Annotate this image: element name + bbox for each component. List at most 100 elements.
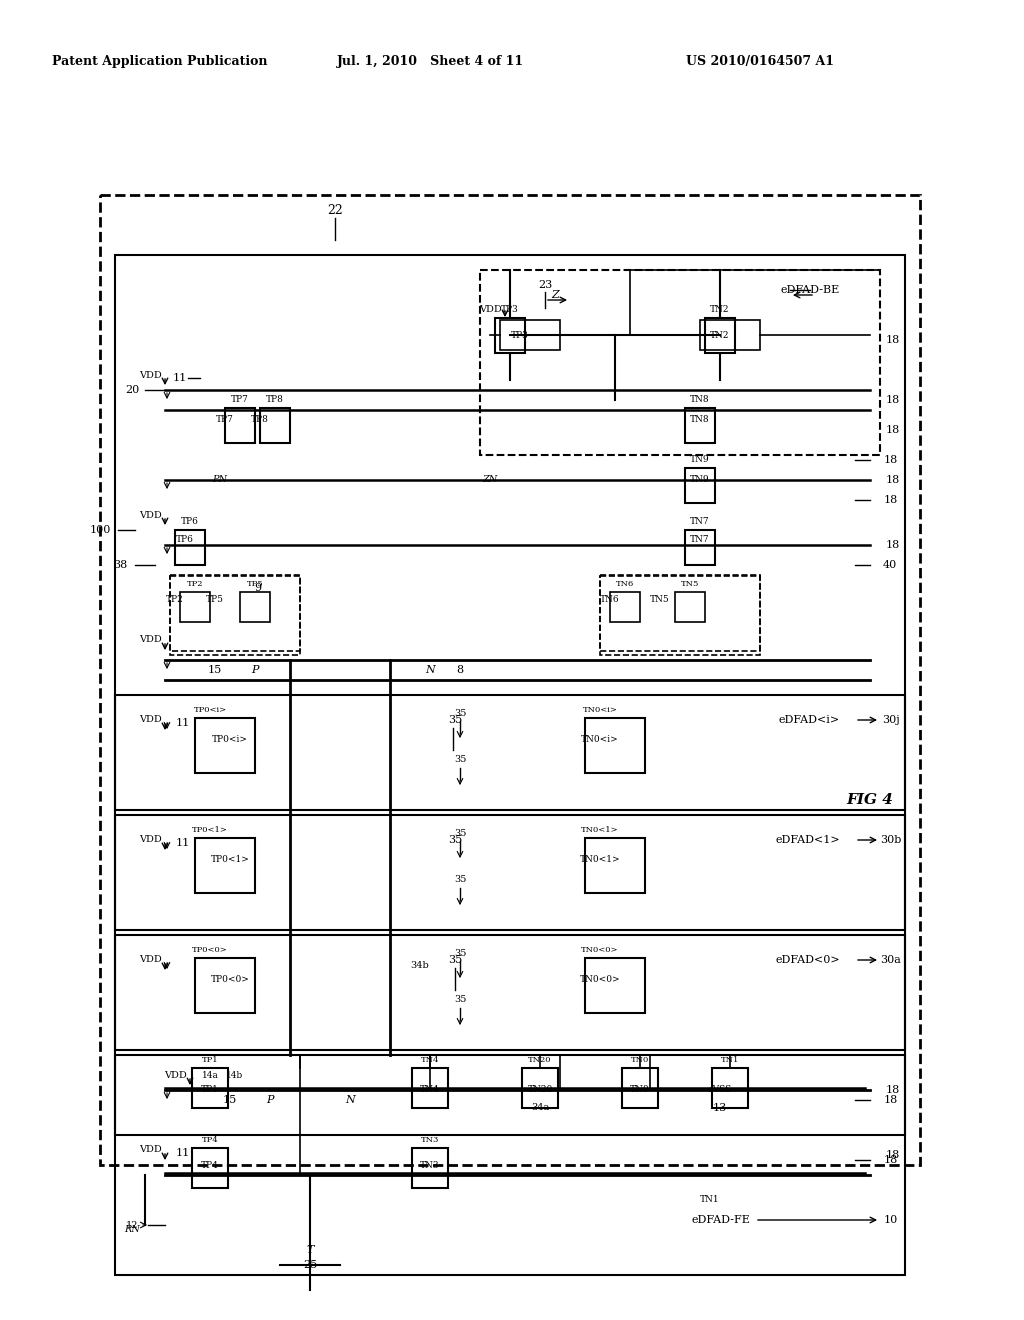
Text: TN3: TN3 bbox=[421, 1137, 439, 1144]
Text: eDFAD<i>: eDFAD<i> bbox=[779, 715, 840, 725]
Text: TP8: TP8 bbox=[266, 396, 284, 404]
Text: eDFAD<1>: eDFAD<1> bbox=[775, 836, 840, 845]
Text: TP0<1>: TP0<1> bbox=[193, 826, 228, 834]
Bar bbox=[585, 838, 645, 894]
Text: 35: 35 bbox=[447, 954, 462, 965]
Text: 30b: 30b bbox=[881, 836, 902, 845]
Bar bbox=[170, 576, 300, 655]
Text: 35: 35 bbox=[454, 949, 466, 957]
Bar bbox=[193, 1148, 228, 1188]
Text: TP5: TP5 bbox=[206, 595, 224, 605]
Text: TP2: TP2 bbox=[166, 595, 184, 605]
Text: FIG 4: FIG 4 bbox=[847, 793, 893, 807]
Text: eDFAD<0>: eDFAD<0> bbox=[775, 954, 840, 965]
Text: TN7: TN7 bbox=[690, 517, 710, 527]
Text: TN9: TN9 bbox=[690, 475, 710, 484]
Text: TN0<1>: TN0<1> bbox=[580, 855, 621, 865]
Text: 11: 11 bbox=[176, 1148, 190, 1158]
Text: eDFAD-FE: eDFAD-FE bbox=[691, 1214, 750, 1225]
Text: VDD: VDD bbox=[478, 305, 502, 314]
Text: Jul. 1, 2010   Sheet 4 of 11: Jul. 1, 2010 Sheet 4 of 11 bbox=[337, 55, 523, 69]
Bar bbox=[675, 591, 705, 622]
Text: TP6: TP6 bbox=[181, 517, 199, 527]
Text: 18: 18 bbox=[886, 395, 900, 405]
Text: P: P bbox=[266, 1096, 273, 1105]
Bar bbox=[115, 814, 905, 931]
Bar bbox=[622, 1068, 658, 1107]
Text: sVSS: sVSS bbox=[709, 1085, 731, 1094]
Bar bbox=[585, 958, 645, 1012]
Text: Patent Application Publication: Patent Application Publication bbox=[52, 55, 267, 69]
Text: TN1: TN1 bbox=[700, 1196, 720, 1204]
Text: TN2: TN2 bbox=[711, 305, 730, 314]
Bar bbox=[195, 718, 255, 774]
Text: TP7: TP7 bbox=[231, 396, 249, 404]
Bar bbox=[700, 319, 760, 350]
Text: 35: 35 bbox=[454, 995, 466, 1005]
Text: TN2: TN2 bbox=[711, 330, 730, 339]
Bar bbox=[522, 1068, 558, 1107]
Text: TN0<0>: TN0<0> bbox=[582, 946, 618, 954]
Text: TN20: TN20 bbox=[528, 1056, 552, 1064]
Bar bbox=[685, 408, 715, 444]
Bar bbox=[240, 591, 270, 622]
Text: 20: 20 bbox=[125, 385, 139, 395]
Text: TN6: TN6 bbox=[615, 579, 634, 587]
Text: TP0<0>: TP0<0> bbox=[193, 946, 228, 954]
Text: TN0: TN0 bbox=[631, 1056, 649, 1064]
Text: Z: Z bbox=[551, 290, 559, 300]
Text: 34b: 34b bbox=[411, 961, 429, 969]
Text: TN8: TN8 bbox=[690, 416, 710, 425]
Text: TN5: TN5 bbox=[650, 595, 670, 605]
Text: 35: 35 bbox=[454, 829, 466, 837]
Text: TN0: TN0 bbox=[630, 1085, 650, 1094]
Bar bbox=[610, 591, 640, 622]
Text: VDD: VDD bbox=[138, 635, 162, 644]
Text: 10: 10 bbox=[884, 1214, 898, 1225]
Bar bbox=[685, 469, 715, 503]
Bar bbox=[195, 958, 255, 1012]
Text: TN0<i>: TN0<i> bbox=[582, 735, 618, 744]
Bar bbox=[712, 1068, 748, 1107]
Bar bbox=[685, 531, 715, 565]
Text: 18: 18 bbox=[884, 1155, 898, 1166]
Bar bbox=[115, 935, 905, 1049]
Bar bbox=[175, 531, 205, 565]
Text: 30j: 30j bbox=[882, 715, 900, 725]
Text: TP5: TP5 bbox=[247, 579, 263, 587]
Text: 13: 13 bbox=[713, 1104, 727, 1113]
Text: 35: 35 bbox=[454, 755, 466, 764]
Text: 18: 18 bbox=[886, 540, 900, 550]
Text: VDD: VDD bbox=[138, 1146, 162, 1155]
Text: TN1: TN1 bbox=[721, 1056, 739, 1064]
Bar bbox=[600, 576, 760, 655]
Text: PN: PN bbox=[213, 475, 227, 484]
Text: TN5: TN5 bbox=[681, 579, 699, 587]
Text: 18: 18 bbox=[884, 455, 898, 465]
Text: TP3: TP3 bbox=[511, 330, 528, 339]
Bar bbox=[115, 1055, 905, 1275]
Text: 12: 12 bbox=[126, 1221, 138, 1229]
Text: 34a: 34a bbox=[530, 1104, 549, 1113]
Text: TP0<1>: TP0<1> bbox=[211, 855, 250, 865]
Text: 30a: 30a bbox=[881, 954, 901, 965]
Bar bbox=[100, 195, 920, 1166]
Text: 23: 23 bbox=[538, 280, 552, 290]
Text: TN6: TN6 bbox=[600, 595, 620, 605]
Text: TN20: TN20 bbox=[527, 1085, 553, 1094]
Text: TN4: TN4 bbox=[420, 1085, 440, 1094]
Text: TP3: TP3 bbox=[501, 305, 519, 314]
Text: US 2010/0164507 A1: US 2010/0164507 A1 bbox=[686, 55, 834, 69]
Text: TN7: TN7 bbox=[690, 536, 710, 544]
Bar bbox=[412, 1148, 449, 1188]
Text: TN0<0>: TN0<0> bbox=[580, 975, 621, 985]
Text: VDD: VDD bbox=[138, 956, 162, 965]
Text: TN3: TN3 bbox=[420, 1160, 439, 1170]
Text: 18: 18 bbox=[884, 1096, 898, 1105]
Text: 38: 38 bbox=[113, 560, 127, 570]
Text: P: P bbox=[251, 665, 259, 675]
Text: N: N bbox=[345, 1096, 355, 1105]
Text: 15: 15 bbox=[208, 665, 222, 675]
Text: TP8: TP8 bbox=[251, 416, 269, 425]
Text: TN0<1>: TN0<1> bbox=[582, 826, 618, 834]
